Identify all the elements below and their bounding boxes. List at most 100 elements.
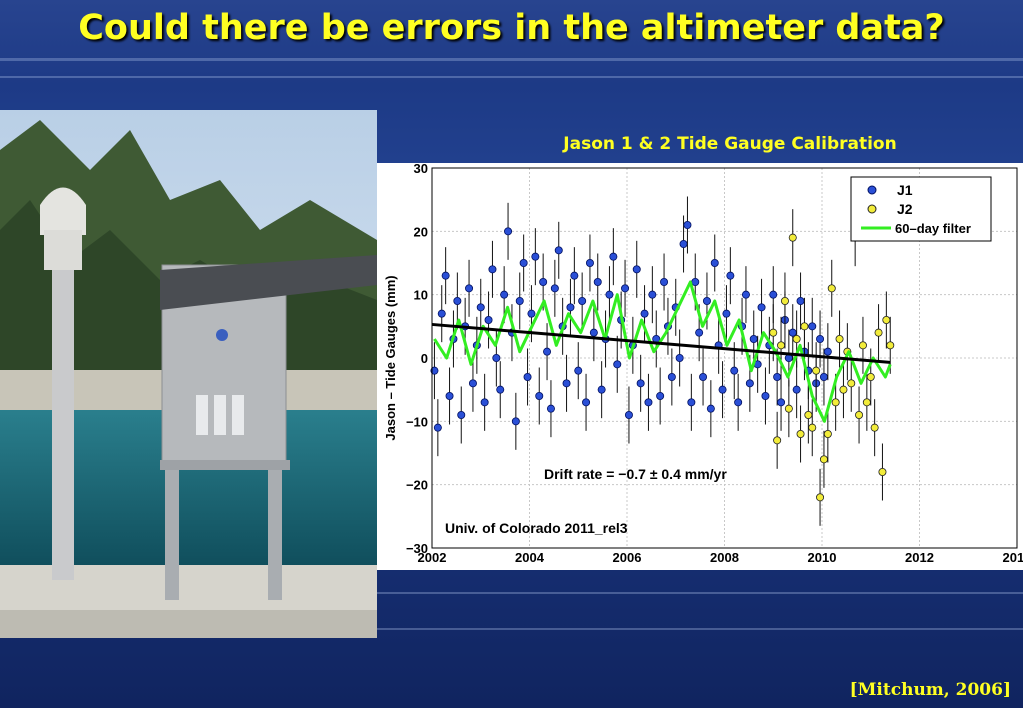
j1-point xyxy=(730,366,739,375)
chart-caption: Jason 1 & 2 Tide Gauge Calibration xyxy=(563,134,897,154)
j1-point xyxy=(546,404,555,413)
j2-point xyxy=(792,334,801,343)
j2-point xyxy=(847,379,856,388)
legend-j2-marker xyxy=(867,204,877,214)
filter-line xyxy=(433,280,892,423)
j1-point xyxy=(769,290,778,299)
j1-point xyxy=(504,227,513,236)
y-tick-label: −10 xyxy=(406,414,428,429)
j1-point xyxy=(640,309,649,318)
j2-point xyxy=(882,315,891,324)
citation: [Mitchum, 2006] xyxy=(849,680,1011,700)
j1-point xyxy=(656,391,665,400)
j1-point xyxy=(539,278,548,287)
slide-title: Could there be errors in the altimeter d… xyxy=(78,8,945,48)
drift-rate-annotation: Drift rate = −0.7 ± 0.4 mm/yr xyxy=(544,466,727,482)
j1-point xyxy=(480,398,489,407)
j1-point xyxy=(816,334,825,343)
j1-point xyxy=(609,252,618,261)
y-tick-label: 10 xyxy=(414,288,428,303)
legend-filter-label: 60–day filter xyxy=(895,221,971,236)
x-tick-label: 2014 xyxy=(1003,550,1023,565)
j1-point xyxy=(726,271,735,280)
x-tick-label: 2012 xyxy=(905,550,934,565)
j1-point xyxy=(675,353,684,362)
j1-point xyxy=(749,334,758,343)
j1-point xyxy=(484,315,493,324)
j1-point xyxy=(823,347,832,356)
j1-point xyxy=(468,379,477,388)
j1-point xyxy=(562,379,571,388)
j1-point xyxy=(624,410,633,419)
legend-j1-label: J1 xyxy=(897,182,913,198)
j1-point xyxy=(433,423,442,432)
j1-point xyxy=(792,385,801,394)
y-tick-label: 0 xyxy=(421,351,428,366)
j1-point xyxy=(566,303,575,312)
j1-point xyxy=(488,265,497,274)
j1-point xyxy=(511,417,520,426)
j2-point xyxy=(866,372,875,381)
j1-point xyxy=(605,290,614,299)
source-annotation: Univ. of Colorado 2011_rel3 xyxy=(445,520,628,536)
j1-point xyxy=(632,265,641,274)
j2-point xyxy=(800,322,809,331)
j1-point xyxy=(543,347,552,356)
j2-point xyxy=(831,398,840,407)
j1-point xyxy=(788,328,797,337)
j1-point xyxy=(519,259,528,268)
j1-point xyxy=(761,391,770,400)
x-tick-label: 2004 xyxy=(515,550,545,565)
j1-point xyxy=(745,379,754,388)
plot-frame xyxy=(431,167,1018,549)
j1-point xyxy=(589,328,598,337)
x-tick-label: 2006 xyxy=(613,550,642,565)
j2-point xyxy=(769,328,778,337)
j2-point xyxy=(870,423,879,432)
j2-point xyxy=(812,366,821,375)
calibration-chart: 2002 2004 2006 2008 2010 2012 2014 −30 −20 −10 0 10… xyxy=(383,161,1023,565)
j1-point xyxy=(706,404,715,413)
j1-point xyxy=(585,259,594,268)
j1-point xyxy=(644,398,653,407)
j1-point xyxy=(515,296,524,305)
j1-point xyxy=(496,385,505,394)
j1-point xyxy=(554,246,563,255)
j1-point xyxy=(476,303,485,312)
j2-point xyxy=(874,328,883,337)
j2-point xyxy=(862,398,871,407)
chart-legend: J1 J2 60–day filter xyxy=(850,176,992,242)
j2-point xyxy=(784,404,793,413)
j2-point xyxy=(819,455,828,464)
j1-point xyxy=(574,366,583,375)
j1-point xyxy=(773,372,782,381)
j2-point xyxy=(808,423,817,432)
j2-point xyxy=(796,429,805,438)
j1-point xyxy=(492,353,501,362)
j1-point xyxy=(734,398,743,407)
j2-point xyxy=(773,436,782,445)
j1-point xyxy=(648,290,657,299)
j1-point xyxy=(437,309,446,318)
j1-point xyxy=(699,372,708,381)
j1-point xyxy=(500,290,509,299)
j1-point xyxy=(621,284,630,293)
j1-point xyxy=(582,398,591,407)
j1-point xyxy=(441,271,450,280)
j1-point xyxy=(796,296,805,305)
j1-point xyxy=(741,290,750,299)
y-tick-label: 30 xyxy=(414,163,428,176)
j2-point xyxy=(816,493,825,502)
j1-point xyxy=(593,278,602,287)
j1-point xyxy=(718,385,727,394)
j1-point xyxy=(430,366,439,375)
j1-point xyxy=(636,379,645,388)
j2-point xyxy=(780,296,789,305)
j1-point xyxy=(453,296,462,305)
j1-point xyxy=(819,372,828,381)
j1-point xyxy=(702,296,711,305)
x-tick-label: 2010 xyxy=(808,550,837,565)
j2-point xyxy=(858,341,867,350)
legend-j2-label: J2 xyxy=(897,201,913,217)
j1-point xyxy=(695,328,704,337)
